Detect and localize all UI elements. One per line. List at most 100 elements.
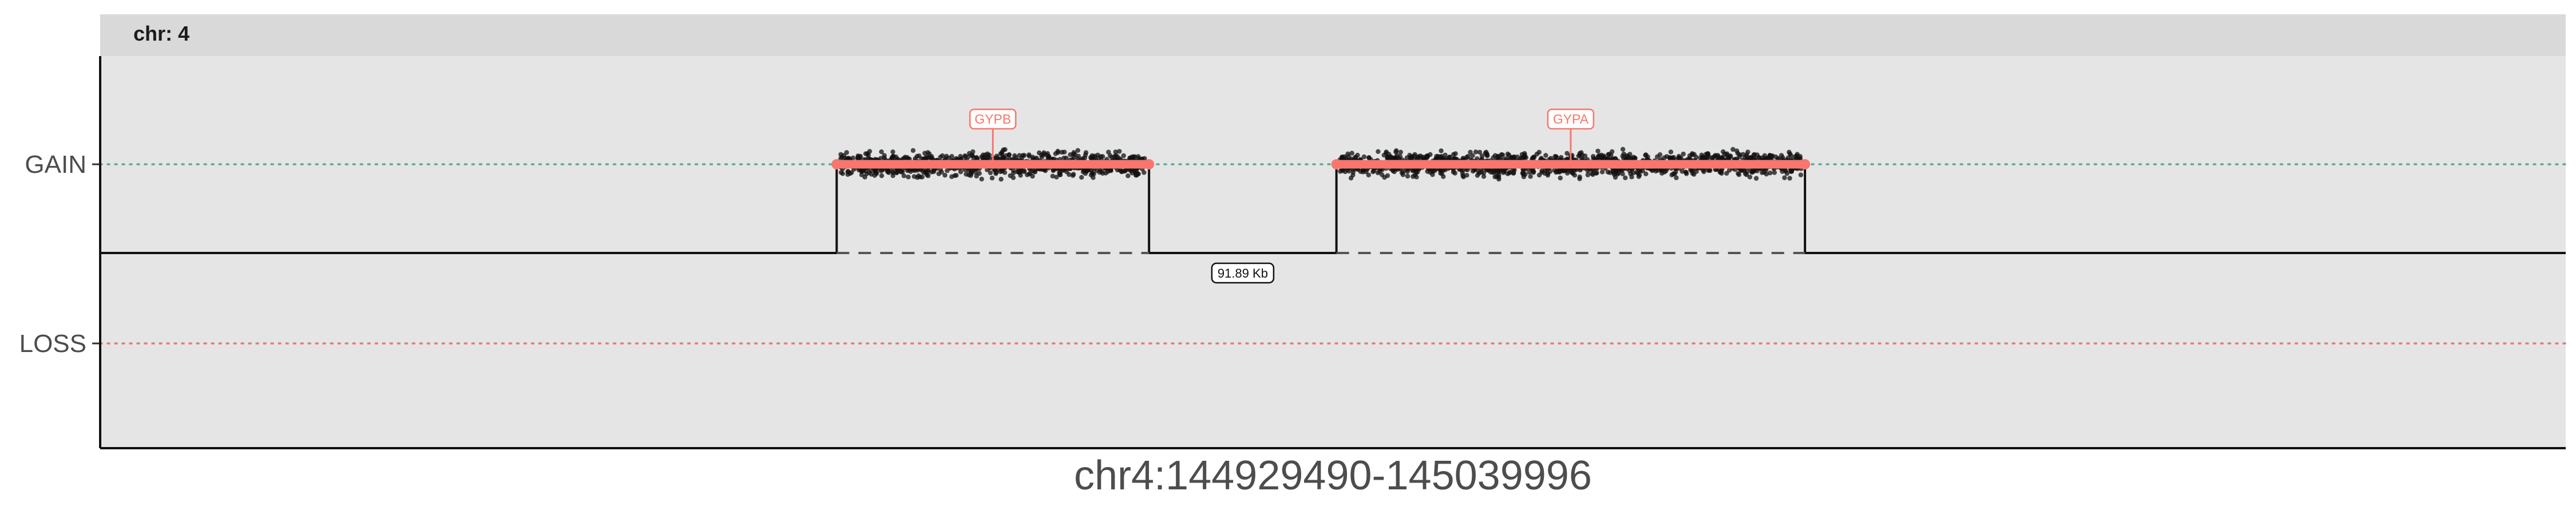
data-point bbox=[1507, 170, 1512, 176]
data-point bbox=[901, 173, 907, 179]
data-point bbox=[958, 156, 964, 161]
data-point bbox=[1370, 169, 1376, 175]
data-point bbox=[838, 156, 843, 161]
data-point bbox=[1113, 149, 1119, 155]
data-point bbox=[927, 151, 932, 157]
data-point bbox=[944, 153, 949, 159]
data-point bbox=[1756, 155, 1761, 160]
data-point bbox=[1528, 174, 1533, 179]
data-point bbox=[1477, 149, 1483, 155]
data-point bbox=[921, 170, 926, 175]
data-point bbox=[1662, 169, 1667, 175]
data-point bbox=[1788, 153, 1794, 159]
data-point bbox=[1412, 172, 1417, 177]
data-point bbox=[1793, 156, 1799, 161]
copy-number-path bbox=[100, 163, 2566, 254]
data-point bbox=[1605, 156, 1610, 161]
data-point bbox=[1722, 151, 1728, 157]
data-point bbox=[1476, 171, 1482, 176]
data-point bbox=[1620, 153, 1625, 159]
data-point bbox=[1668, 149, 1673, 155]
data-point bbox=[1012, 153, 1017, 159]
data-point bbox=[1684, 171, 1689, 176]
data-point bbox=[1439, 148, 1444, 153]
data-point bbox=[911, 174, 917, 179]
data-point bbox=[1090, 171, 1095, 176]
data-point bbox=[1494, 173, 1499, 179]
data-point bbox=[1572, 172, 1577, 178]
data-point bbox=[1355, 152, 1360, 158]
data-point bbox=[999, 149, 1005, 155]
data-point bbox=[900, 169, 905, 175]
data-point bbox=[1643, 171, 1649, 176]
data-point bbox=[1706, 155, 1711, 160]
data-point bbox=[1579, 152, 1585, 158]
data-point bbox=[1718, 169, 1724, 175]
gene-label-gypa: GYPA bbox=[1553, 112, 1589, 126]
data-point bbox=[1142, 156, 1147, 161]
data-point bbox=[1522, 154, 1527, 159]
facet-strip-label: chr: 4 bbox=[133, 22, 189, 45]
data-point bbox=[1008, 173, 1013, 179]
data-point bbox=[1749, 169, 1754, 175]
data-point bbox=[1412, 153, 1417, 159]
data-point bbox=[1070, 173, 1076, 178]
data-point bbox=[1468, 149, 1473, 155]
data-point bbox=[1405, 173, 1411, 179]
segment-start-gypa bbox=[1331, 159, 1342, 169]
gap-annotation-group: 91.89 Kb bbox=[1211, 262, 1275, 284]
data-point bbox=[1071, 155, 1076, 160]
data-point bbox=[879, 149, 884, 155]
data-point bbox=[1398, 149, 1403, 155]
data-point bbox=[1015, 169, 1020, 175]
data-point bbox=[1041, 150, 1046, 155]
data-point bbox=[1707, 167, 1712, 172]
data-point bbox=[1082, 152, 1088, 157]
data-point bbox=[1475, 156, 1480, 161]
data-point bbox=[1464, 173, 1469, 178]
data-point bbox=[879, 173, 884, 179]
data-point bbox=[1748, 156, 1753, 161]
data-point bbox=[1543, 168, 1548, 173]
data-point bbox=[859, 168, 864, 173]
gap-annotation-label: 91.89 Kb bbox=[1218, 266, 1268, 280]
data-point bbox=[1496, 168, 1501, 173]
data-point bbox=[1640, 168, 1645, 173]
data-point bbox=[1716, 156, 1721, 161]
data-point bbox=[1779, 153, 1784, 158]
data-point bbox=[864, 171, 869, 177]
data-point bbox=[1681, 151, 1686, 157]
data-point bbox=[1740, 152, 1746, 157]
data-point bbox=[890, 173, 896, 179]
data-point bbox=[1032, 169, 1037, 174]
data-point bbox=[1103, 171, 1108, 176]
data-point bbox=[939, 169, 945, 175]
data-point bbox=[1730, 147, 1736, 152]
data-point bbox=[1117, 149, 1122, 154]
data-point bbox=[998, 169, 1003, 175]
data-point bbox=[1782, 175, 1787, 180]
data-point bbox=[1486, 168, 1491, 173]
data-point bbox=[1674, 175, 1679, 180]
data-point bbox=[1376, 149, 1381, 154]
data-point bbox=[878, 156, 883, 161]
segment-start-gypb bbox=[831, 159, 842, 169]
data-point bbox=[1481, 174, 1487, 179]
data-point bbox=[1091, 175, 1096, 180]
data-point bbox=[1631, 171, 1636, 176]
data-point bbox=[1099, 169, 1104, 174]
gene-label-box-gypa bbox=[1547, 108, 1595, 130]
data-point bbox=[838, 152, 843, 157]
data-point bbox=[945, 168, 950, 173]
data-point bbox=[1100, 154, 1105, 159]
data-point bbox=[1058, 169, 1063, 175]
data-point bbox=[1141, 170, 1147, 175]
data-point bbox=[1349, 151, 1354, 156]
data-point bbox=[1003, 153, 1009, 159]
data-point bbox=[1460, 171, 1465, 176]
data-point bbox=[1121, 169, 1126, 174]
segment-end-gypa bbox=[1800, 159, 1811, 169]
data-point bbox=[1689, 152, 1695, 157]
data-point bbox=[1056, 150, 1061, 155]
data-point bbox=[1460, 156, 1465, 161]
